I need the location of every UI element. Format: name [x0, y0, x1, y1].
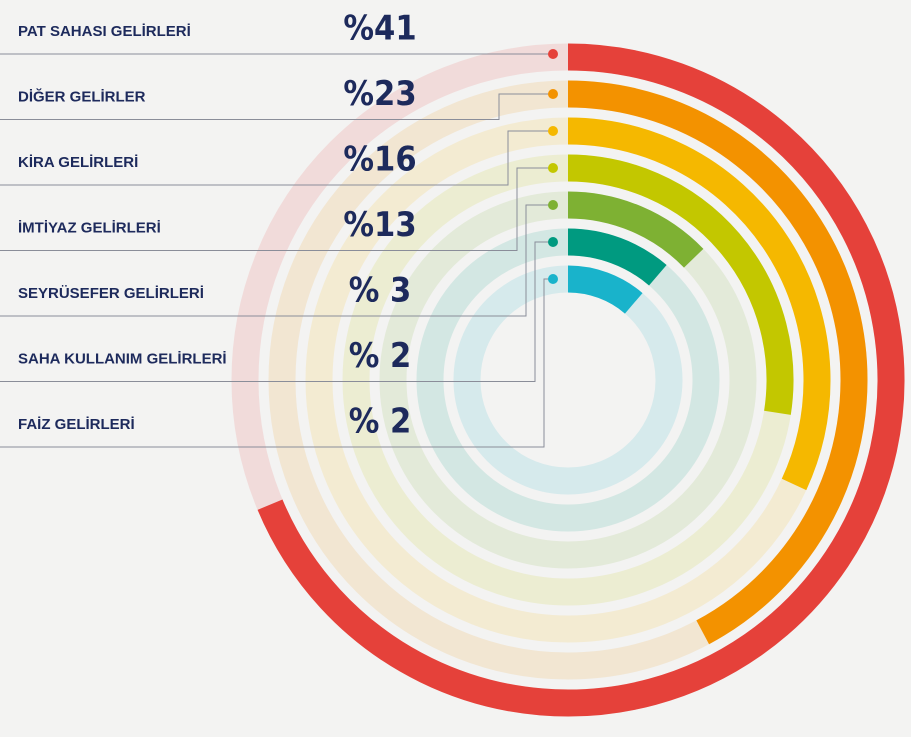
ring-track: [453, 265, 683, 495]
leader-dot: [548, 237, 558, 247]
leader-dot: [548, 200, 558, 210]
category-label: SAHA KULLANIM GELİRLERİ: [18, 350, 227, 367]
value-label: %41: [343, 9, 416, 49]
leader-line: [0, 130, 553, 186]
leader-dot: [548, 163, 558, 173]
value-label: %23: [343, 74, 416, 114]
category-label: DİĞER GELİRLER: [18, 87, 146, 105]
ring-arc: [567, 265, 643, 314]
value-label: % 2: [349, 402, 412, 442]
ring-arc: [567, 117, 831, 491]
ring-arc: [567, 154, 794, 415]
ring-arc: [257, 43, 905, 717]
leader-line: [0, 241, 553, 382]
value-label: %13: [343, 205, 416, 245]
ring-arc: [567, 80, 868, 645]
category-label: KİRA GELİRLERİ: [18, 154, 138, 171]
leader-line: [0, 93, 553, 120]
leader-line: [0, 167, 553, 251]
ring-arc: [567, 228, 667, 286]
leader-dot: [548, 126, 558, 136]
leader-line: [0, 204, 553, 317]
leader-dot: [548, 49, 558, 59]
value-label: %16: [343, 140, 416, 180]
category-label: SEYRÜSEFER GELİRLERİ: [18, 285, 204, 302]
category-label: İMTİYAZ GELİRLERİ: [18, 219, 161, 236]
category-label: FAİZ GELİRLERİ: [18, 416, 135, 433]
ring-arc: [567, 191, 704, 268]
category-label: PAT SAHASI GELİRLERİ: [18, 23, 191, 40]
leader-dot: [548, 89, 558, 99]
leader-dot: [548, 274, 558, 284]
value-label: % 3: [349, 271, 412, 311]
value-label: % 2: [349, 336, 412, 376]
